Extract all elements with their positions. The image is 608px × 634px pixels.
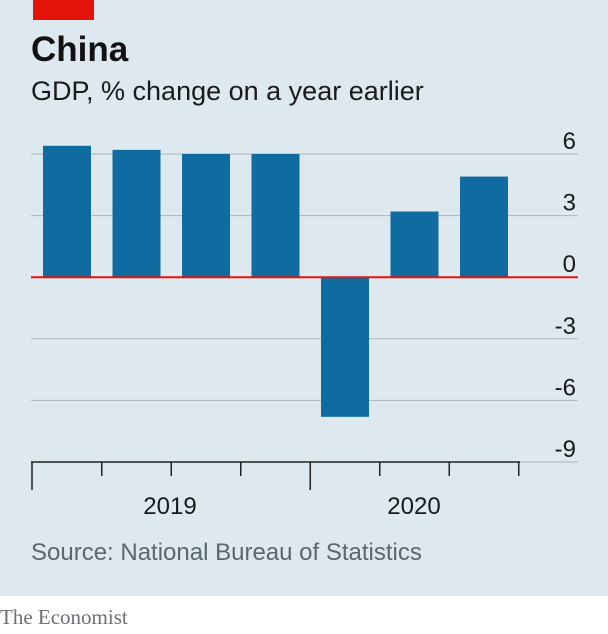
bar <box>321 277 369 417</box>
y-tick-label: -3 <box>555 313 576 340</box>
chart-title: China <box>31 30 129 69</box>
y-tick-label: -9 <box>555 436 576 463</box>
source-note: Source: National Bureau of Statistics <box>31 539 422 566</box>
bar <box>112 149 161 278</box>
y-tick-label: 6 <box>563 130 576 155</box>
y-tick-label: 0 <box>563 251 576 278</box>
y-tick-label: 3 <box>563 190 576 217</box>
bar <box>182 154 230 278</box>
bar <box>43 145 91 278</box>
year-label: 2020 <box>387 493 440 520</box>
bar-chart: 6 3 0 -3 -6 -9 2019 2020 <box>31 130 578 520</box>
bar <box>390 211 439 278</box>
chart-subtitle: GDP, % change on a year earlier <box>31 76 424 106</box>
y-tick-label: -6 <box>555 374 576 401</box>
bar <box>251 154 300 278</box>
red-tag <box>33 0 94 20</box>
bar <box>460 176 508 278</box>
year-label: 2019 <box>143 493 196 520</box>
chart-panel: China GDP, % change on a year earlier 6 3… <box>0 0 608 596</box>
brand-wordmark: The Economist <box>0 605 128 629</box>
